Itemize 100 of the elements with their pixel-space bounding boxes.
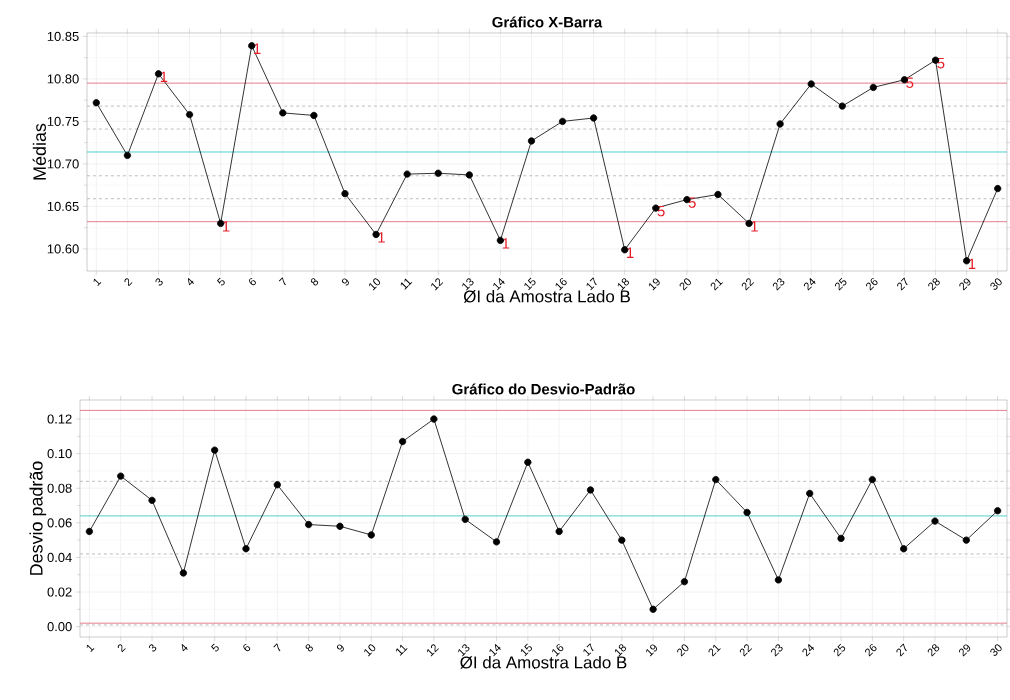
x-axis-title: ØI da Amostra Lado B (463, 289, 630, 303)
y-tick-label: 10.80 (47, 74, 79, 84)
point (461, 515, 469, 523)
point (837, 534, 845, 542)
x-tick-label: 19 (648, 278, 660, 291)
y-tick-label: 0.12 (47, 414, 72, 424)
x-tick-label: 22 (739, 644, 753, 657)
point (590, 114, 598, 122)
y-tick-label: 0.00 (47, 622, 72, 632)
point (398, 437, 407, 446)
annotation: 1 (968, 258, 976, 269)
point (868, 475, 876, 484)
x-tick-label: 4 (181, 643, 188, 652)
chart-title: Gráfico do Desvio-Padrão (452, 383, 635, 395)
point (869, 83, 877, 91)
point (117, 472, 125, 480)
x-tick-label: 17 (583, 643, 594, 657)
x-tick-label: 29 (959, 644, 971, 657)
y-tick-label: 10.70 (47, 159, 79, 169)
annotation: 1 (254, 43, 261, 54)
x-tick-label: 26 (865, 644, 877, 657)
point (496, 236, 504, 244)
x-tick-label: 18 (617, 278, 629, 291)
x-tick-label: 25 (835, 277, 847, 291)
x-tick-label: 6 (243, 644, 251, 652)
point (341, 190, 349, 198)
x-tick-label: 7 (273, 643, 281, 652)
x-tick-label: 9 (341, 278, 349, 286)
point (649, 605, 657, 613)
point (211, 446, 219, 454)
annotation: 1 (627, 247, 634, 258)
x-tick-label: 5 (211, 643, 219, 652)
point (85, 527, 93, 536)
x-tick-label: 9 (336, 644, 344, 652)
x-tick-label: 13 (458, 644, 470, 657)
annotation: 5 (688, 197, 696, 208)
x-tick-label: 30 (990, 278, 1002, 290)
point (743, 508, 751, 517)
point (92, 99, 100, 107)
y-axis-title: Desvio padrão (29, 461, 47, 575)
point (555, 527, 563, 536)
x-tick-label: 12 (431, 278, 444, 291)
annotation: 5 (937, 57, 945, 69)
point (367, 531, 375, 539)
y-tick-label: 10.85 (47, 31, 79, 41)
x-axis-title: ØI da Amostra Lado B (460, 655, 627, 669)
point (524, 458, 532, 466)
x-tick-label: 23 (772, 278, 785, 291)
x-tick-label: 14 (493, 277, 505, 291)
x-tick-label: 6 (249, 278, 256, 286)
x-tick-label: 18 (614, 644, 627, 657)
point (994, 184, 1002, 193)
annotation: 5 (657, 205, 665, 217)
x-tick-label: 4 (187, 277, 194, 286)
point (558, 117, 567, 125)
x-tick-label: 1 (86, 644, 95, 653)
x-tick-label: 27 (896, 643, 907, 657)
x-tick-label: 7 (278, 277, 286, 286)
point (931, 517, 939, 525)
point (806, 489, 814, 498)
x-tick-label: 16 (555, 278, 567, 291)
point (148, 496, 156, 504)
point (279, 109, 287, 117)
annotation: 5 (906, 77, 914, 88)
x-tick-label: 11 (396, 644, 408, 656)
x-tick-label: 24 (802, 643, 815, 657)
x-tick-label: 29 (959, 278, 971, 291)
point (900, 545, 908, 553)
x-tick-label: 26 (866, 278, 878, 291)
y-tick-label: 0.06 (47, 518, 72, 528)
point (776, 120, 784, 128)
x-tick-label: 15 (524, 277, 536, 291)
point (527, 137, 536, 145)
x-tick-label: 8 (310, 278, 319, 286)
point (492, 538, 501, 546)
point (336, 522, 344, 530)
x-tick-label: 10 (364, 644, 376, 657)
y-tick-label: 0.10 (47, 449, 72, 459)
x-tick-label: 30 (990, 644, 1002, 656)
x-tick-label: 17 (586, 277, 597, 291)
y-tick-label: 0.02 (47, 587, 72, 597)
x-tick-label: 3 (149, 644, 157, 652)
x-tick-label: 28 (927, 644, 940, 657)
point (430, 415, 438, 423)
x-tick-label: 27 (897, 277, 908, 291)
x-tick-label: 24 (803, 277, 816, 291)
point (807, 80, 815, 88)
point (123, 151, 132, 159)
x-tick-label: 2 (124, 278, 133, 287)
y-axis-title: Médias (32, 123, 46, 180)
y-tick-label: 10.65 (47, 201, 79, 211)
x-tick-label: 14 (489, 643, 501, 657)
annotation: 1 (160, 71, 168, 82)
point (434, 169, 442, 177)
y-tick-label: 10.75 (47, 116, 79, 126)
annotation: 1 (222, 221, 230, 232)
point (403, 170, 411, 178)
x-tick-label: 2 (117, 644, 126, 653)
chart-title: Gráfico X-Barra (492, 16, 603, 28)
annotation: 1 (751, 221, 758, 232)
